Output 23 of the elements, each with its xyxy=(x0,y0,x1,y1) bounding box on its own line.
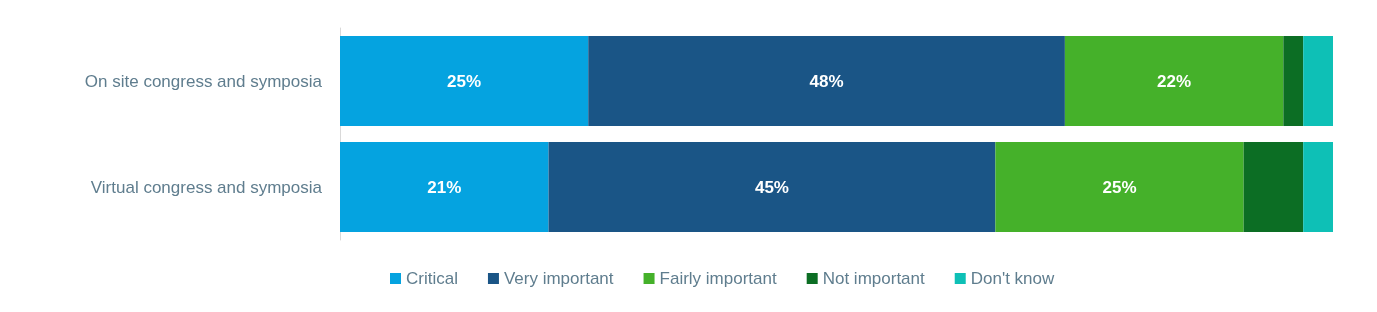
data-label: 25% xyxy=(447,71,482,91)
legend-label: Critical xyxy=(406,269,458,288)
bar xyxy=(1243,141,1304,233)
legend-label: Don't know xyxy=(970,269,1056,288)
data-label: 48% xyxy=(809,71,844,91)
legend-label: Fairly important xyxy=(659,269,777,288)
bar xyxy=(340,35,589,127)
data-label: 45% xyxy=(754,177,789,197)
y-tick-label: Virtual congress and symposia xyxy=(90,177,323,197)
bar xyxy=(340,141,549,233)
bar xyxy=(588,35,1065,127)
data-label: 25% xyxy=(1102,177,1137,197)
bar xyxy=(1283,35,1304,127)
data-label: 22% xyxy=(1157,71,1192,91)
data-label: 21% xyxy=(427,177,462,197)
bar xyxy=(995,141,1244,233)
bar xyxy=(1303,35,1333,127)
legend-label: Not important xyxy=(822,269,926,288)
y-tick-label: On site congress and symposia xyxy=(84,71,323,91)
bar xyxy=(548,141,996,233)
bar xyxy=(1064,35,1284,127)
bar xyxy=(1303,141,1333,233)
legend-label: Very important xyxy=(503,269,614,288)
